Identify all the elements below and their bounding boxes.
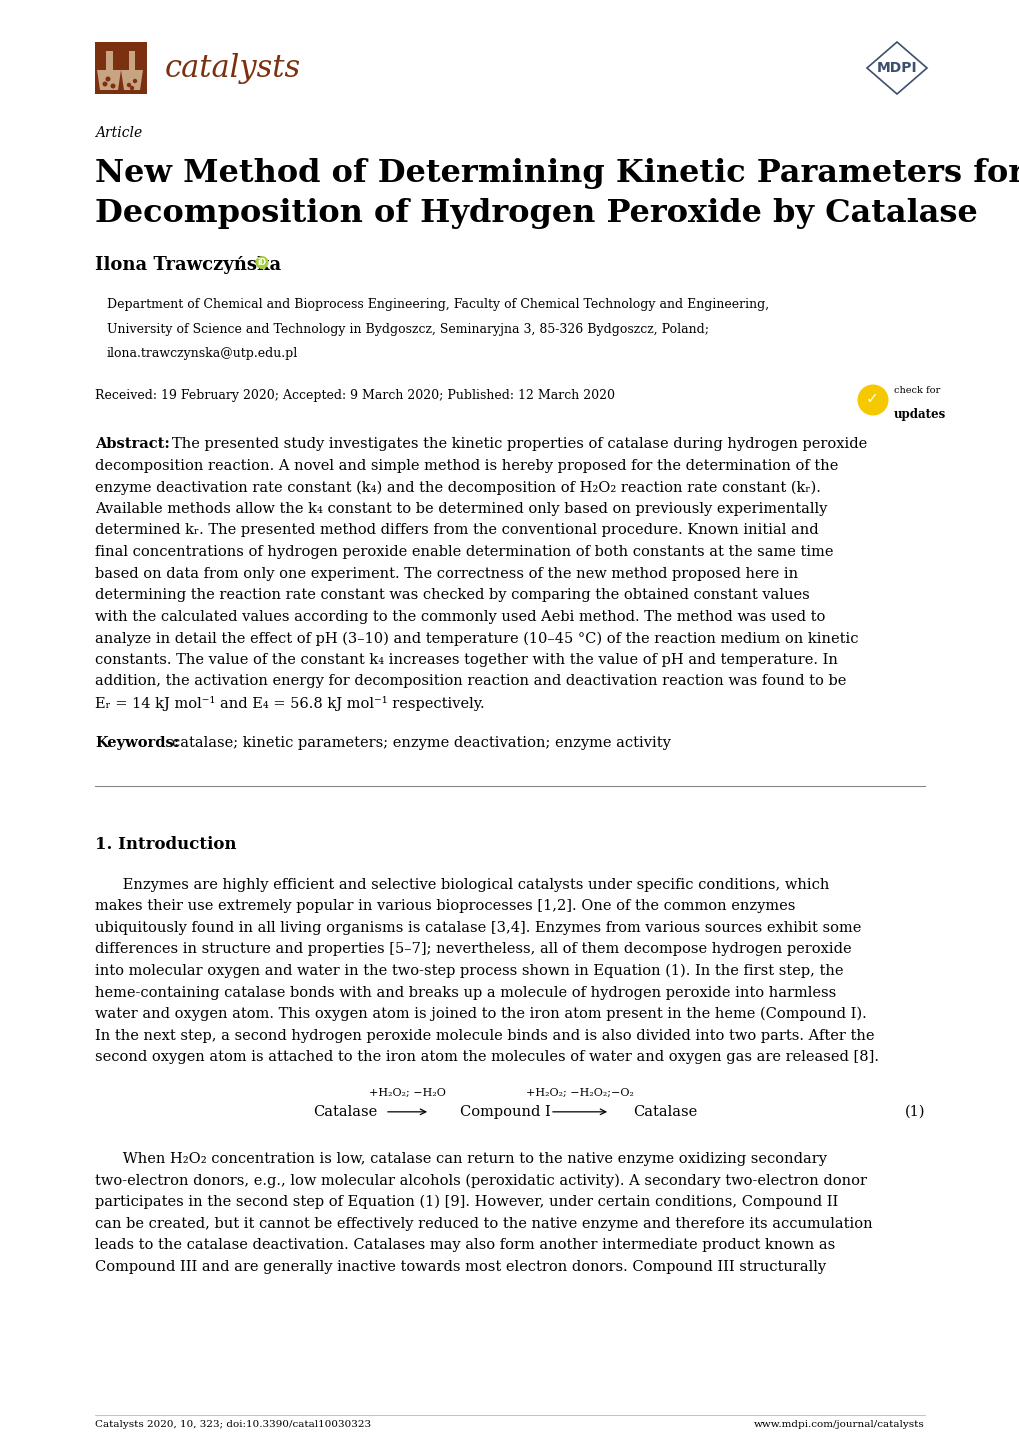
Text: Catalase: Catalase [313,1105,377,1119]
Text: leads to the catalase deactivation. Catalases may also form another intermediate: leads to the catalase deactivation. Cata… [95,1239,835,1252]
Circle shape [857,385,888,415]
Text: Catalysts 2020, 10, 323; doi:10.3390/catal10030323: Catalysts 2020, 10, 323; doi:10.3390/cat… [95,1420,371,1429]
Text: Compound I: Compound I [460,1105,550,1119]
Text: +H₂O₂; −H₂O₂;−O₂: +H₂O₂; −H₂O₂;−O₂ [526,1087,634,1097]
Text: constants. The value of the constant k₄ increases together with the value of pH : constants. The value of the constant k₄ … [95,653,837,666]
Bar [128,50,135,71]
Text: Compound III and are generally inactive towards most electron donors. Compound I: Compound III and are generally inactive … [95,1260,825,1273]
Text: New Method of Determining Kinetic Parameters for: New Method of Determining Kinetic Parame… [95,159,1019,189]
Text: Available methods allow the k₄ constant to be determined only based on previousl: Available methods allow the k₄ constant … [95,502,826,516]
Text: catalase; kinetic parameters; enzyme deactivation; enzyme activity: catalase; kinetic parameters; enzyme dea… [172,735,671,750]
Text: University of Science and Technology in Bydgoszcz, Seminaryjna 3, 85-326 Bydgosz: University of Science and Technology in … [107,323,708,336]
Text: Keywords:: Keywords: [95,735,179,750]
Text: differences in structure and properties [5–7]; nevertheless, all of them decompo: differences in structure and properties … [95,942,851,956]
Polygon shape [121,71,143,89]
Text: makes their use extremely popular in various bioprocesses [1,2]. One of the comm: makes their use extremely popular in var… [95,900,795,913]
Circle shape [102,82,107,87]
Text: Article: Article [95,125,142,140]
Text: analyze in detail the effect of pH (3–10) and temperature (10–45 °C) of the reac: analyze in detail the effect of pH (3–10… [95,632,858,646]
Circle shape [105,76,110,82]
Circle shape [110,84,115,88]
Text: decomposition reaction. A novel and simple method is hereby proposed for the det: decomposition reaction. A novel and simp… [95,459,838,473]
Text: updates: updates [893,408,945,421]
Text: determining the reaction rate constant was checked by comparing the obtained con: determining the reaction rate constant w… [95,588,809,603]
Text: MDPI: MDPI [875,61,916,75]
Text: check for: check for [893,386,938,395]
Circle shape [129,87,135,91]
Text: determined kᵣ. The presented method differs from the conventional procedure. Kno: determined kᵣ. The presented method diff… [95,523,818,538]
Text: Decomposition of Hydrogen Peroxide by Catalase: Decomposition of Hydrogen Peroxide by Ca… [95,198,977,229]
Text: final concentrations of hydrogen peroxide enable determination of both constants: final concentrations of hydrogen peroxid… [95,545,833,559]
Text: iD: iD [257,258,266,267]
Text: Received: 19 February 2020; Accepted: 9 March 2020; Published: 12 March 2020: Received: 19 February 2020; Accepted: 9 … [95,389,614,402]
Text: Abstract:: Abstract: [95,437,170,451]
Text: Ilona Trawczyńska: Ilona Trawczyńska [95,257,281,274]
Text: Department of Chemical and Bioprocess Engineering, Faculty of Chemical Technolog: Department of Chemical and Bioprocess En… [107,298,768,311]
Text: ⁠The presented study investigates the kinetic properties of catalase during hydr: ⁠The presented study investigates the ki… [172,437,866,451]
Text: www.mdpi.com/journal/catalysts: www.mdpi.com/journal/catalysts [753,1420,924,1429]
Text: participates in the second step of Equation (1) [9]. However, under certain cond: participates in the second step of Equat… [95,1195,838,1210]
Text: can be created, but it cannot be effectively reduced to the native enzyme and th: can be created, but it cannot be effecti… [95,1217,872,1230]
Text: Catalase: Catalase [632,1105,696,1119]
Circle shape [255,257,268,270]
Text: Enzymes are highly efficient and selective biological catalysts under specific c: Enzymes are highly efficient and selecti… [95,878,828,891]
Text: ubiquitously found in all living organisms is catalase [3,4]. Enzymes from vario: ubiquitously found in all living organis… [95,921,860,934]
Text: ✓: ✓ [865,391,877,407]
Text: In the next step, a second hydrogen peroxide molecule binds and is also divided : In the next step, a second hydrogen pero… [95,1028,873,1043]
Text: two-electron donors, e.g., low molecular alcohols (peroxidatic activity). A seco: two-electron donors, e.g., low molecular… [95,1174,866,1188]
Text: with the calculated values according to the commonly used Aebi method. The metho: with the calculated values according to … [95,610,824,624]
Bar [105,50,112,71]
Text: When H₂O₂ concentration is low, catalase can return to the native enzyme oxidizi: When H₂O₂ concentration is low, catalase… [95,1152,826,1165]
Text: into molecular oxygen and water in the two-step process shown in Equation (1). I: into molecular oxygen and water in the t… [95,963,843,978]
Text: (1): (1) [904,1105,924,1119]
Text: Eᵣ = 14 kJ mol⁻¹ and E₄ = 56.8 kJ mol⁻¹ respectively.: Eᵣ = 14 kJ mol⁻¹ and E₄ = 56.8 kJ mol⁻¹ … [95,696,484,711]
Text: +H₂O₂; −H₂O: +H₂O₂; −H₂O [369,1087,445,1097]
Text: second oxygen atom is attached to the iron atom the molecules of water and oxyge: second oxygen atom is attached to the ir… [95,1050,878,1064]
Circle shape [132,79,138,84]
Circle shape [126,82,131,87]
Text: 1. Introduction: 1. Introduction [95,835,236,852]
Polygon shape [97,71,121,89]
Text: ilona.trawczynska@utp.edu.pl: ilona.trawczynska@utp.edu.pl [107,348,298,360]
Text: water and oxygen atom. This oxygen atom is joined to the iron atom present in th: water and oxygen atom. This oxygen atom … [95,1007,866,1021]
FancyBboxPatch shape [95,42,147,94]
Text: catalysts: catalysts [165,52,301,84]
Text: heme-containing catalase bonds with and breaks up a molecule of hydrogen peroxid: heme-containing catalase bonds with and … [95,985,836,999]
Text: based on data from only one experiment. The correctness of the new method propos: based on data from only one experiment. … [95,567,797,581]
Text: addition, the activation energy for decomposition reaction and deactivation reac: addition, the activation energy for deco… [95,675,846,688]
Text: enzyme deactivation rate constant (k₄) and the decomposition of H₂O₂ reaction ra: enzyme deactivation rate constant (k₄) a… [95,480,820,495]
